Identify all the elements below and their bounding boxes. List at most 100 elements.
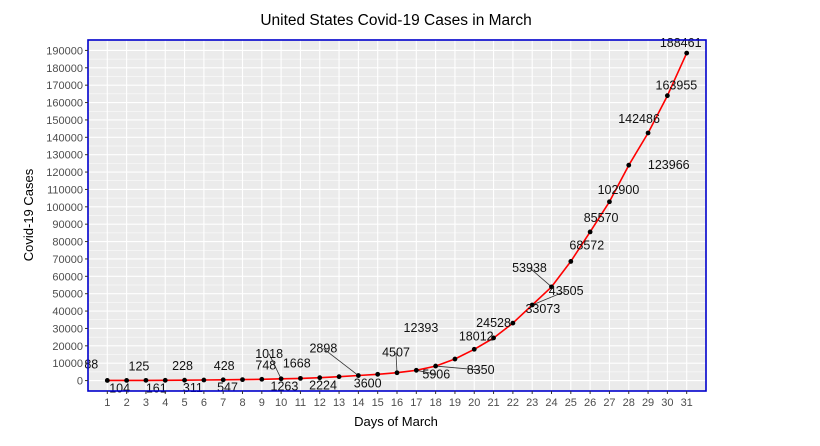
y-tick-label: 10000: [52, 358, 83, 370]
y-tick-label: 140000: [46, 132, 83, 144]
data-point: [587, 229, 593, 235]
y-tick-label: 190000: [46, 45, 83, 57]
x-tick-label: 19: [449, 397, 461, 409]
x-tick-label: 29: [642, 397, 654, 409]
x-tick-label: 27: [603, 397, 615, 409]
y-axis: 0 10000 20000 30000 40000 50000 60000 70000 8000…: [46, 45, 88, 388]
x-tick-label: 17: [410, 397, 422, 409]
x-axis-title: Days of March: [354, 414, 438, 429]
data-point: [143, 377, 149, 383]
data-point: [510, 320, 516, 326]
x-tick-label: 22: [507, 397, 519, 409]
y-tick-label: 80000: [52, 237, 83, 249]
data-label: 3600: [354, 376, 382, 390]
grid-lines: [88, 40, 706, 391]
data-point: [355, 373, 361, 378]
x-tick-label: 12: [314, 397, 326, 409]
x-tick-label: 11: [295, 397, 306, 409]
data-point: [491, 335, 496, 341]
data-point: [664, 93, 670, 99]
data-point: [684, 50, 690, 56]
x-tick-label: 4: [162, 397, 168, 409]
y-tick-label: 20000: [52, 341, 83, 353]
data-label: 547: [217, 381, 238, 395]
data-label: 1018: [255, 347, 283, 361]
x-tick-label: 3: [143, 397, 149, 409]
data-label: 311: [183, 381, 203, 395]
y-tick-label: 100000: [46, 202, 83, 214]
data-point: [394, 370, 400, 376]
data-label: 18012: [459, 329, 494, 343]
data-label: 53938: [512, 261, 547, 275]
x-tick-label: 20: [468, 397, 480, 409]
data-label: 142486: [618, 112, 660, 126]
data-point: [452, 356, 458, 362]
leader-line: [268, 353, 282, 379]
x-tick-label: 16: [391, 397, 403, 409]
leader-line: [416, 369, 437, 375]
leader-lines: [268, 267, 567, 379]
data-label: 123966: [648, 158, 690, 172]
x-tick-label: 26: [584, 397, 596, 409]
x-tick-label: 24: [545, 397, 557, 409]
leader-line: [435, 365, 481, 371]
data-point: [549, 284, 554, 290]
y-tick-label: 180000: [46, 63, 83, 75]
data-label: 43505: [549, 284, 584, 298]
data-label: 5906: [422, 367, 450, 381]
y-tick-label: 170000: [46, 80, 83, 92]
data-point: [240, 377, 245, 383]
data-label: 104: [109, 381, 130, 395]
x-tick-label: 14: [352, 397, 364, 409]
data-label: 125: [129, 359, 150, 373]
leader-line: [395, 352, 398, 373]
y-tick-label: 150000: [46, 115, 83, 127]
x-tick-label: 21: [487, 397, 499, 409]
data-point: [182, 377, 187, 383]
data-point: [259, 376, 265, 382]
x-tick-label: 9: [259, 397, 265, 409]
x-tick-label: 8: [239, 397, 245, 409]
x-tick-label: 13: [333, 397, 345, 409]
x-axis: 1 2 3 4 5 6 7 8 9 10 11 12 13 14 15 16 17 18 19 20 21 22 23 24 2…: [104, 391, 693, 409]
data-label: 188461: [660, 36, 702, 50]
x-tick-label: 10: [275, 397, 287, 409]
data-point: [124, 377, 130, 383]
data-point: [626, 162, 632, 168]
data-point: [162, 377, 168, 383]
data-label: 88: [84, 357, 98, 371]
x-tick-label: 7: [220, 397, 226, 409]
y-tick-label: 40000: [52, 306, 83, 318]
data-label: 12393: [404, 321, 439, 335]
x-tick-label: 28: [623, 397, 635, 409]
data-point: [104, 378, 110, 383]
x-tick-label: 18: [430, 397, 442, 409]
data-label: 2224: [309, 379, 337, 393]
data-point: [529, 302, 535, 308]
data-point: [317, 375, 323, 381]
leader-line: [323, 348, 359, 376]
y-axis-title: Covid-19 Cases: [21, 168, 36, 261]
y-tick-label: 160000: [46, 98, 83, 110]
data-label: 85570: [584, 211, 619, 225]
data-point: [568, 259, 574, 264]
x-tick-label: 31: [681, 397, 693, 409]
data-label: 1263: [271, 379, 299, 393]
x-tick-label: 5: [182, 397, 188, 409]
data-points: [104, 50, 690, 383]
y-tick-label: 130000: [46, 150, 83, 162]
data-label: 33073: [525, 302, 560, 316]
data-point: [375, 371, 381, 377]
data-label: 4507: [382, 346, 410, 360]
y-tick-label: 0: [77, 376, 83, 388]
leader-line: [532, 290, 567, 306]
data-point: [201, 377, 207, 383]
chart-title: United States Covid-19 Cases in March: [260, 12, 531, 29]
data-label: 68572: [569, 238, 604, 252]
data-point: [336, 374, 342, 380]
data-point: [220, 377, 226, 383]
x-tick-label: 25: [565, 397, 577, 409]
x-tick-label: 2: [124, 397, 130, 409]
data-point: [607, 199, 612, 205]
